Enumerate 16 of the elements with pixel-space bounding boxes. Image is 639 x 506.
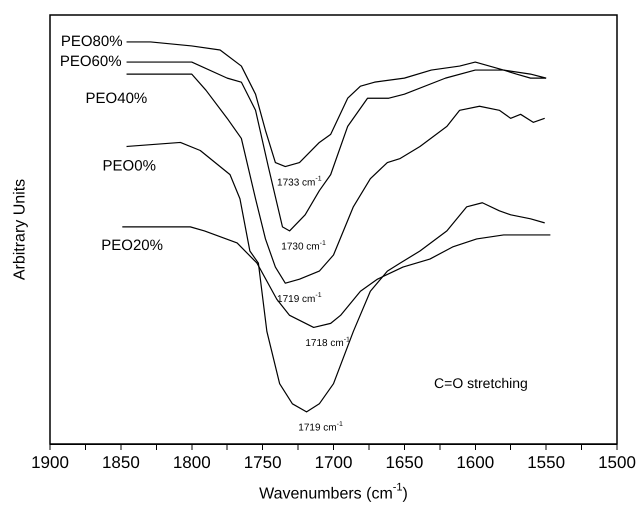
x-tick-label: 1650 [385, 452, 424, 472]
x-tick-label: 1700 [314, 452, 352, 472]
x-tick-label: 1900 [31, 452, 69, 472]
annotation: C=O stretching [434, 374, 528, 391]
x-tick-label: 1850 [102, 452, 140, 472]
x-tick-label: 1600 [456, 452, 494, 472]
series-label: PEO20% [101, 237, 163, 254]
x-tick-label: 1500 [598, 452, 636, 472]
y-axis-title: Arbitrary Units [11, 178, 28, 280]
x-tick-label: 1750 [244, 452, 282, 472]
series-label: PEO80% [60, 33, 123, 50]
series-label: PEO0% [102, 158, 156, 175]
series-label: PEO40% [86, 90, 148, 108]
x-tick-label: 1550 [527, 452, 566, 472]
series-label: PEO60% [60, 53, 122, 70]
x-tick-label: 1800 [172, 452, 211, 472]
